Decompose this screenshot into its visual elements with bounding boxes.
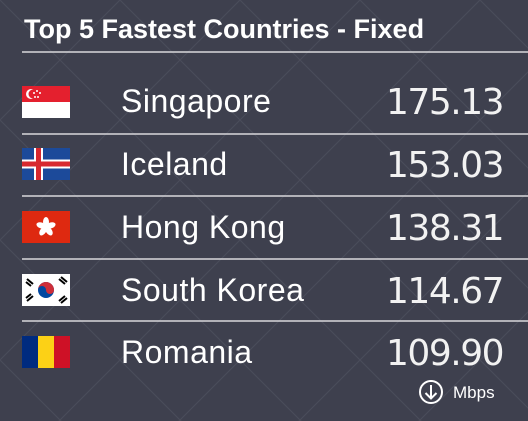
country-name: Iceland	[121, 146, 228, 182]
download-arrow	[424, 385, 438, 400]
download-icon	[419, 380, 443, 404]
unit-label: Mbps	[453, 383, 495, 402]
country-name: Singapore	[121, 83, 271, 119]
speed-value: 153.03	[386, 145, 503, 186]
speed-value: 114.67	[386, 271, 503, 312]
row: Singapore 175.13	[22, 82, 505, 123]
unit-legend: Mbps	[419, 380, 495, 404]
speed-value: 175.13	[386, 82, 503, 123]
flag-romania	[22, 336, 70, 368]
title: Top 5 Fastest Countries - Fixed	[24, 14, 424, 44]
country-name: South Korea	[121, 272, 304, 308]
row: Romania 109.90	[22, 333, 505, 374]
flag-iceland	[22, 148, 70, 180]
row: Hong Kong 138.31	[22, 208, 505, 249]
country-name: Hong Kong	[121, 209, 286, 245]
flag-hong-kong	[22, 211, 70, 243]
flag-singapore	[22, 86, 70, 118]
speed-value: 109.90	[386, 333, 503, 374]
country-name: Romania	[121, 334, 253, 370]
row: Iceland 153.03	[22, 145, 505, 186]
speed-value: 138.31	[386, 208, 503, 249]
row: South Korea 114.67	[22, 271, 505, 312]
flag-south-korea	[22, 274, 70, 306]
